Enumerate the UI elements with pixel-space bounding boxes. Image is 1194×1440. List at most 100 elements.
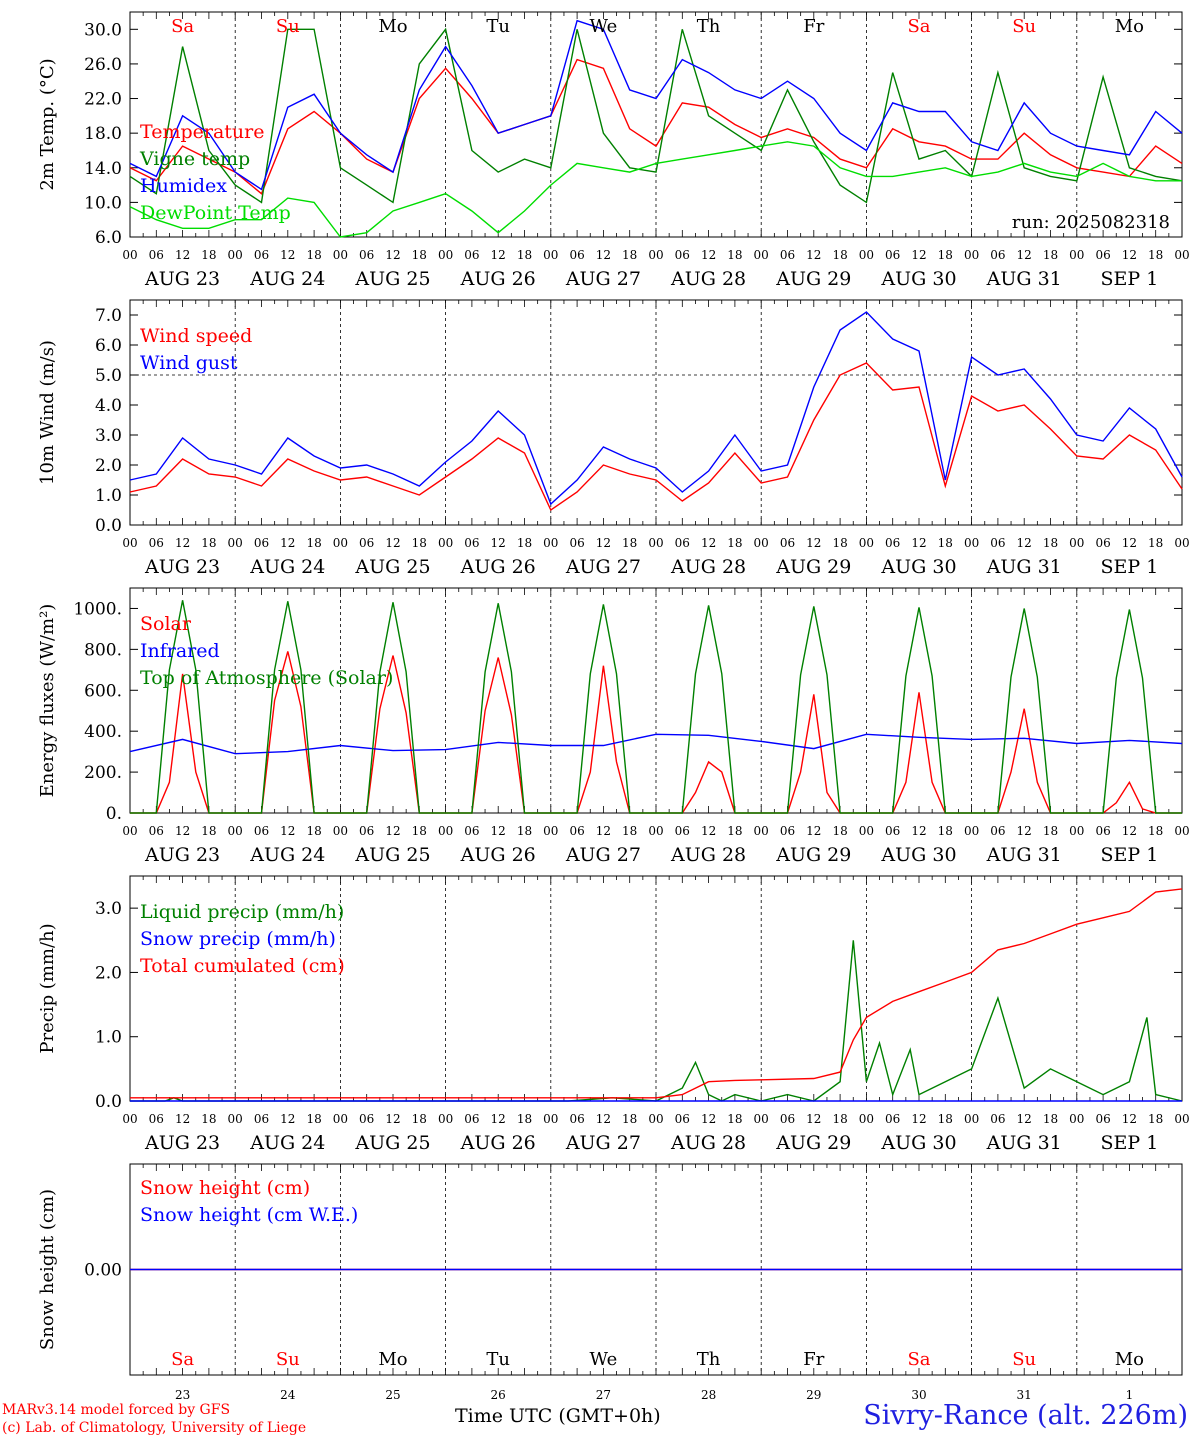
hour-label: 00	[122, 1112, 137, 1126]
lab-credit: (c) Lab. of Climatology, University of L…	[2, 1420, 307, 1436]
legend-entry: Liquid precip (mm/h)	[140, 901, 344, 923]
hour-label: 00	[648, 248, 663, 262]
hour-label: 18	[727, 536, 742, 550]
day-name-label: Su	[1012, 1349, 1036, 1370]
hour-label: 12	[491, 824, 506, 838]
y-axis-label: 10m Wind (m/s)	[37, 340, 58, 485]
date-label: AUG 24	[249, 268, 325, 290]
hour-label: 18	[306, 248, 321, 262]
hour-label: 06	[359, 248, 374, 262]
hour-label: 00	[543, 248, 558, 262]
y-tick-label: 2.0	[95, 456, 122, 476]
hour-label: 06	[780, 1112, 795, 1126]
hour-label: 12	[701, 248, 716, 262]
hour-label: 06	[780, 536, 795, 550]
y-tick-label: 200.	[84, 763, 122, 783]
date-label: AUG 26	[460, 268, 536, 290]
hour-label: 00	[228, 248, 243, 262]
hour-label: 18	[201, 536, 216, 550]
hour-label: 12	[1122, 1112, 1137, 1126]
hour-label: 12	[491, 248, 506, 262]
hour-label: 00	[543, 536, 558, 550]
plot-frame	[129, 587, 1183, 814]
hour-label: 18	[622, 536, 637, 550]
hour-label: 18	[1148, 1112, 1163, 1126]
y-tick-label: 26.0	[84, 55, 122, 75]
hour-label: 18	[832, 824, 847, 838]
date-label: AUG 26	[460, 844, 536, 866]
series-line	[130, 940, 1183, 1102]
date-label: AUG 30	[880, 268, 956, 290]
y-tick-label: 600.	[84, 681, 122, 701]
hour-label: 18	[517, 1112, 532, 1126]
date-label: AUG 27	[565, 1132, 641, 1154]
y-tick-label: 1000.	[73, 599, 122, 619]
hour-label: 18	[727, 824, 742, 838]
series-line	[130, 600, 1182, 814]
hour-label: 18	[1043, 1112, 1058, 1126]
legend-entry: DewPoint Temp	[140, 202, 291, 224]
hour-label: 12	[596, 248, 611, 262]
day-number-label: 31	[1017, 1388, 1032, 1400]
day-name-label: Mo	[378, 16, 407, 37]
day-name-label: Mo	[1115, 1349, 1144, 1370]
date-label: AUG 25	[354, 268, 430, 290]
day-name-label: Fr	[803, 1349, 824, 1370]
hour-label: 18	[622, 824, 637, 838]
hour-label: 12	[806, 248, 821, 262]
hour-label: 06	[885, 248, 900, 262]
hour-label: 18	[1043, 824, 1058, 838]
date-label: AUG 25	[354, 556, 430, 578]
hour-label: 06	[464, 824, 479, 838]
hour-label: 06	[569, 824, 584, 838]
y-tick-label: 0.0	[95, 1092, 122, 1112]
day-name-label: Th	[697, 1349, 721, 1370]
day-number-label: 30	[911, 1388, 926, 1400]
panel-1: 6.0 10.0 14.0 18.0 22.0 26.0 30.0 2m Temp. (°C)…	[37, 11, 1190, 290]
date-label: AUG 23	[144, 556, 220, 578]
hour-label: 06	[254, 536, 269, 550]
date-label: AUG 31	[986, 844, 1062, 866]
legend-entry: Vigne temp	[139, 148, 250, 170]
hour-label: 00	[859, 536, 874, 550]
hour-label: 18	[412, 248, 427, 262]
hour-label: 06	[885, 1112, 900, 1126]
hour-label: 18	[727, 1112, 742, 1126]
day-number-label: 1	[1126, 1388, 1134, 1400]
hour-label: 00	[859, 248, 874, 262]
date-label: AUG 27	[565, 268, 641, 290]
run-annotation: run: 2025082318	[1012, 212, 1170, 233]
hour-label: 06	[780, 248, 795, 262]
hour-label: 12	[911, 536, 926, 550]
day-number-label: 27	[596, 1388, 611, 1400]
hour-label: 00	[1069, 824, 1084, 838]
date-label: AUG 25	[354, 844, 430, 866]
hour-label: 00	[122, 536, 137, 550]
hour-label: 00	[964, 824, 979, 838]
hour-label: 12	[1122, 536, 1137, 550]
date-label: AUG 31	[986, 556, 1062, 578]
hour-label: 18	[201, 248, 216, 262]
hour-label: 18	[517, 248, 532, 262]
hour-label: 06	[464, 248, 479, 262]
date-label: AUG 25	[354, 1132, 430, 1154]
day-name-label: We	[590, 1349, 618, 1370]
hour-label: 06	[359, 536, 374, 550]
hour-label: 12	[175, 824, 190, 838]
hour-label: 06	[1095, 248, 1110, 262]
panel-5: 0.00 Snow height (cm) Snow height (cm) Snow…	[37, 1163, 1183, 1402]
hour-label: 12	[806, 536, 821, 550]
hour-label: 00	[964, 1112, 979, 1126]
date-label: AUG 27	[565, 556, 641, 578]
day-name-label: Sa	[171, 16, 194, 37]
hour-label: 12	[385, 536, 400, 550]
hour-label: 12	[385, 824, 400, 838]
hour-label: 12	[1017, 248, 1032, 262]
date-label: AUG 27	[565, 844, 641, 866]
hour-label: 18	[1043, 248, 1058, 262]
hour-label: 12	[1017, 536, 1032, 550]
hour-label: 06	[990, 248, 1005, 262]
hour-label: 18	[306, 824, 321, 838]
hour-label: 00	[438, 536, 453, 550]
legend-entry: Snow height (cm W.E.)	[140, 1204, 358, 1226]
